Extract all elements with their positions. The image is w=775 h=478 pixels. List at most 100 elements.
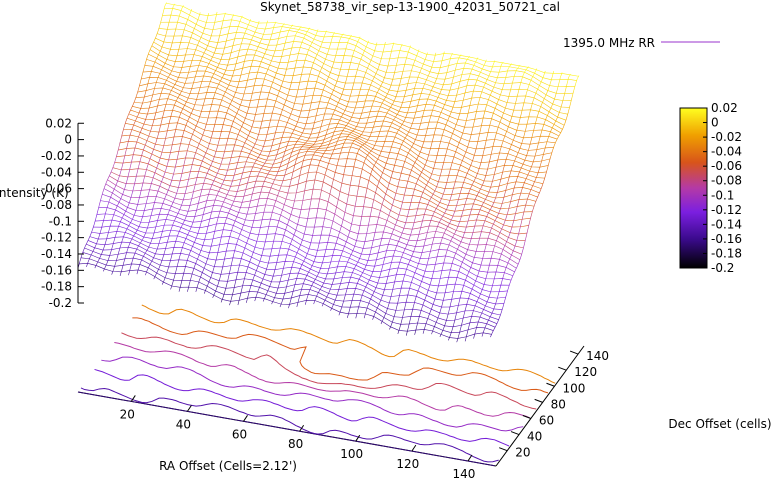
mesh-segment <box>460 260 464 266</box>
mesh-segment <box>345 156 349 164</box>
mesh-segment <box>569 97 573 106</box>
mesh-segment <box>336 122 339 127</box>
mesh-segment <box>441 192 445 198</box>
mesh-segment <box>356 121 360 126</box>
mesh-segment <box>373 229 376 238</box>
mesh-segment <box>501 139 504 145</box>
mesh-segment <box>353 244 356 250</box>
mesh-segment <box>228 207 232 212</box>
mesh-segment <box>121 263 124 270</box>
mesh-segment <box>187 70 190 77</box>
mesh-segment <box>393 279 396 287</box>
mesh-segment <box>359 133 363 137</box>
mesh-segment <box>328 70 332 76</box>
mesh-row <box>155 37 568 115</box>
mesh-segment <box>341 249 344 255</box>
mesh-segment <box>425 230 429 237</box>
mesh-segment <box>355 311 358 319</box>
mesh-segment <box>254 76 257 84</box>
mesh-segment <box>157 212 161 219</box>
mesh-segment <box>279 184 283 190</box>
mesh-segment <box>293 65 296 74</box>
mesh-segment <box>173 164 177 172</box>
mesh-segment <box>292 101 296 108</box>
mesh-segment <box>271 80 274 86</box>
mesh-segment <box>456 224 459 230</box>
mesh-segment <box>337 135 341 141</box>
mesh-segment <box>264 202 267 210</box>
mesh-segment <box>132 123 135 129</box>
mesh-segment <box>494 164 497 173</box>
mesh-segment <box>205 65 209 70</box>
mesh-segment <box>96 260 99 265</box>
mesh-segment <box>216 142 219 150</box>
mesh-segment <box>381 171 384 176</box>
mesh-segment <box>421 167 425 172</box>
mesh-segment <box>241 145 244 150</box>
mesh-segment <box>219 25 223 34</box>
mesh-segment <box>238 19 241 25</box>
mesh-segment <box>537 109 540 116</box>
mesh-segment <box>323 111 326 119</box>
mesh-segment <box>358 222 361 232</box>
mesh-segment <box>499 176 502 184</box>
mesh-segment <box>142 208 146 215</box>
mesh-segment <box>145 249 148 253</box>
mesh-segment <box>129 221 132 225</box>
mesh-segment <box>242 165 246 171</box>
mesh-segment <box>221 18 225 26</box>
mesh-segment <box>337 156 340 164</box>
mesh-segment <box>495 102 498 107</box>
mesh-segment <box>281 79 284 85</box>
mesh-segment <box>191 220 194 226</box>
mesh-segment <box>461 315 465 323</box>
mesh-segment <box>470 183 473 188</box>
mesh-segment <box>416 289 419 295</box>
mesh-segment <box>456 197 460 204</box>
mesh-segment <box>437 221 441 226</box>
mesh-segment <box>380 101 384 106</box>
mesh-segment <box>349 60 352 68</box>
mesh-segment <box>300 238 304 244</box>
mesh-segment <box>232 284 236 293</box>
mesh-segment <box>250 149 253 153</box>
mesh-segment <box>431 193 434 197</box>
mesh-segment <box>342 269 345 276</box>
mesh-segment <box>201 133 204 139</box>
mesh-segment <box>417 232 420 239</box>
mesh-segment <box>155 247 159 253</box>
mesh-segment <box>335 293 338 299</box>
mesh-segment <box>374 139 378 145</box>
mesh-segment <box>386 242 390 249</box>
mesh-segment <box>492 60 496 66</box>
mesh-segment <box>225 87 228 91</box>
mesh-segment <box>397 239 400 245</box>
mesh-segment <box>188 64 192 71</box>
x-tick <box>243 415 248 422</box>
mesh-segment <box>338 229 341 236</box>
mesh-segment <box>545 169 548 177</box>
mesh-segment <box>440 267 443 276</box>
mesh-segment <box>362 160 365 167</box>
x-axis-label: RA Offset (Cells=2.12') <box>159 459 297 473</box>
mesh-segment <box>519 80 522 87</box>
mesh-segment <box>281 265 285 274</box>
mesh-segment <box>269 85 272 91</box>
mesh-segment <box>301 101 304 109</box>
mesh-segment <box>312 120 316 128</box>
mesh-segment <box>469 265 472 271</box>
mesh-segment <box>281 154 285 161</box>
mesh-segment <box>473 197 477 203</box>
mesh-segment <box>91 250 94 254</box>
mesh-segment <box>511 274 514 279</box>
mesh-segment <box>499 252 503 258</box>
mesh-segment <box>369 83 372 89</box>
mesh-segment <box>500 307 504 314</box>
mesh-segment <box>187 142 190 149</box>
mesh-segment <box>130 218 134 222</box>
mesh-segment <box>444 253 447 261</box>
mesh-segment <box>118 220 122 225</box>
mesh-segment <box>514 100 517 109</box>
mesh-segment <box>393 223 397 228</box>
mesh-segment <box>423 82 426 87</box>
